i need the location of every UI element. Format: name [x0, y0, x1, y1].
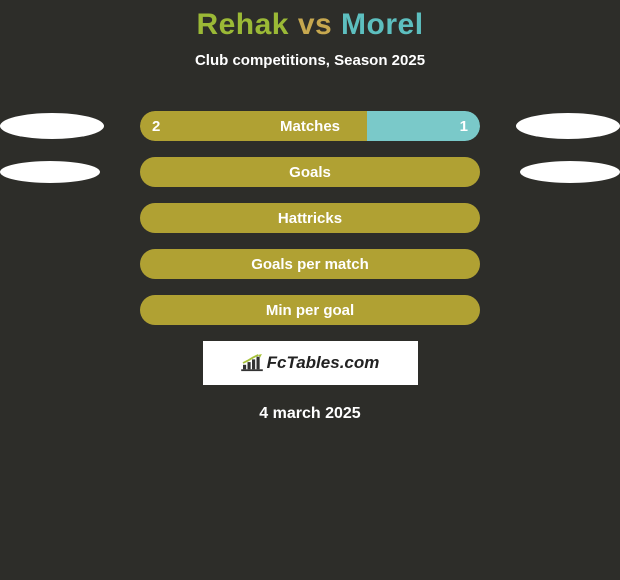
- stat-bar: Goals: [140, 157, 480, 187]
- vs-label: vs: [298, 8, 332, 41]
- stat-bar: Min per goal: [140, 295, 480, 325]
- stat-label: Goals: [140, 157, 480, 187]
- date-label: 4 march 2025: [0, 405, 620, 423]
- stat-bar: Goals per match: [140, 249, 480, 279]
- chart-icon: [241, 354, 263, 372]
- stat-bar: Hattricks: [140, 203, 480, 233]
- stat-label: Min per goal: [140, 295, 480, 325]
- player1-badge: [0, 161, 100, 183]
- logo-text: FcTables.com: [267, 353, 380, 373]
- page-title: Rehak vs Morel: [0, 8, 620, 42]
- player1-badge: [0, 113, 104, 139]
- logo-content: FcTables.com: [241, 353, 380, 373]
- stat-row: Goals per match: [0, 249, 620, 279]
- player1-name: Rehak: [196, 8, 289, 41]
- chart-area: 21Matches Goals Hattricks Goals per match Mi…: [0, 111, 620, 325]
- stat-label: Hattricks: [140, 203, 480, 233]
- player1-badge: [0, 205, 104, 231]
- player2-badge: [516, 297, 620, 323]
- player2-name: Morel: [341, 8, 424, 41]
- subtitle: Club competitions, Season 2025: [0, 52, 620, 69]
- logo-box: FcTables.com: [203, 341, 418, 385]
- stat-bar: 21Matches: [140, 111, 480, 141]
- player2-badge: [516, 113, 620, 139]
- player2-badge: [516, 205, 620, 231]
- comparison-infographic: Rehak vs Morel Club competitions, Season…: [0, 0, 620, 423]
- stat-row: Min per goal: [0, 295, 620, 325]
- stat-row: 21Matches: [0, 111, 620, 141]
- player1-badge: [0, 251, 104, 277]
- player2-badge: [516, 251, 620, 277]
- player2-badge: [520, 161, 620, 183]
- stat-label: Matches: [140, 111, 480, 141]
- stat-label: Goals per match: [140, 249, 480, 279]
- stat-row: Hattricks: [0, 203, 620, 233]
- stat-row: Goals: [0, 157, 620, 187]
- player1-badge: [0, 297, 104, 323]
